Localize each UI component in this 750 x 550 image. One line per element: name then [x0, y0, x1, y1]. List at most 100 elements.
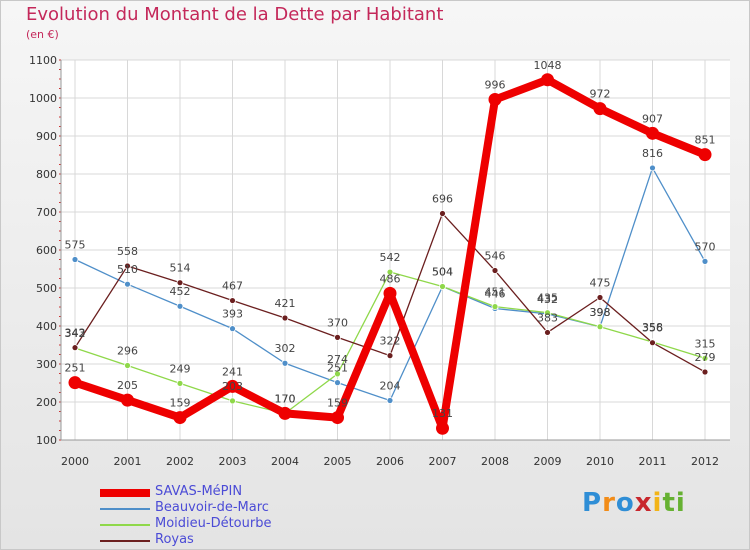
data-label-1: 816 — [642, 147, 663, 160]
data-label-1: 398 — [590, 306, 611, 319]
data-label-2: 170 — [275, 392, 296, 405]
x-tick-label: 2012 — [691, 455, 719, 468]
x-tick-label: 2011 — [639, 455, 667, 468]
logo-letter: t — [662, 488, 676, 518]
data-point-1 — [124, 280, 131, 288]
data-label-3: 467 — [222, 280, 243, 293]
x-tick-label: 2007 — [429, 455, 457, 468]
x-tick-label: 2004 — [271, 455, 299, 468]
data-label-3: 322 — [380, 335, 401, 348]
data-label-0: 205 — [117, 379, 138, 392]
data-point-3 — [649, 339, 656, 347]
y-tick-label: 600 — [36, 244, 57, 257]
data-point-1 — [649, 164, 656, 172]
data-label-2: 542 — [380, 251, 401, 264]
data-label-1: 570 — [695, 240, 716, 253]
data-point-1 — [71, 256, 79, 263]
data-label-3: 696 — [432, 193, 453, 206]
data-label-3: 343 — [65, 327, 86, 340]
y-tick-label: 300 — [36, 358, 57, 371]
data-point-0 — [68, 376, 82, 390]
data-label-3: 558 — [117, 245, 138, 258]
data-point-3 — [71, 344, 79, 352]
y-tick-label: 200 — [36, 396, 57, 409]
data-point-3 — [281, 314, 289, 322]
data-label-1: 446 — [485, 288, 506, 301]
data-label-0: 907 — [642, 112, 663, 125]
data-point-0 — [383, 286, 397, 300]
y-tick-label: 400 — [36, 320, 57, 333]
data-point-2 — [544, 309, 551, 317]
y-tick-label: 1000 — [29, 92, 57, 105]
x-tick-label: 2006 — [376, 455, 404, 468]
legend-swatch-beauvoir — [100, 508, 150, 510]
data-label-3: 546 — [485, 250, 506, 263]
proxiti-logo: Proxiti — [582, 488, 686, 518]
data-point-2 — [334, 370, 341, 378]
chart-subtitle: (en €) — [26, 28, 59, 41]
logo-letter: x — [634, 488, 653, 518]
data-point-3 — [491, 267, 499, 274]
data-point-2 — [439, 283, 446, 290]
data-point-1 — [701, 257, 709, 265]
x-tick-label: 2009 — [534, 455, 562, 468]
y-tick-label: 1100 — [29, 54, 57, 67]
data-label-0: 851 — [695, 134, 716, 147]
data-point-2 — [229, 397, 236, 405]
data-label-2: 315 — [695, 337, 716, 350]
data-point-0 — [278, 406, 292, 420]
data-label-1: 302 — [275, 342, 296, 355]
data-label-3: 356 — [642, 322, 663, 335]
data-point-0 — [121, 393, 134, 407]
data-point-0 — [173, 411, 187, 425]
data-point-2 — [124, 362, 131, 369]
data-label-2: 249 — [170, 362, 191, 375]
data-label-2: 435 — [537, 292, 558, 305]
data-point-1 — [281, 359, 289, 367]
data-label-2: 398 — [590, 306, 611, 319]
data-label-0: 159 — [170, 397, 191, 410]
data-point-0 — [541, 73, 554, 87]
data-point-3 — [439, 210, 446, 217]
data-label-1: 452 — [170, 285, 191, 298]
x-tick-label: 2008 — [481, 455, 509, 468]
x-tick-label: 2010 — [586, 455, 614, 468]
data-point-1 — [176, 302, 184, 310]
data-point-0 — [593, 102, 607, 116]
x-tick-label: 2002 — [166, 455, 194, 468]
x-tick-label: 2001 — [114, 455, 142, 468]
data-label-3: 475 — [590, 277, 611, 290]
legend-label-savas: SAVAS-MéPIN — [155, 484, 243, 499]
logo-letter: i — [675, 488, 686, 518]
y-tick-label: 100 — [36, 434, 57, 447]
data-label-0: 972 — [590, 88, 611, 101]
data-point-3 — [701, 368, 709, 376]
legend-swatch-royas — [100, 540, 150, 542]
legend-label-royas: Royas — [155, 532, 194, 547]
y-tick-label: 900 — [36, 130, 57, 143]
legend-label-moidieu: Moidieu-Détourbe — [155, 516, 272, 531]
data-point-0 — [331, 411, 344, 425]
data-label-1: 510 — [117, 263, 138, 276]
data-label-2: 504 — [432, 265, 453, 278]
data-point-2 — [596, 323, 604, 331]
data-label-0: 251 — [65, 362, 86, 375]
legend-label-beauvoir: Beauvoir-de-Marc — [155, 500, 269, 515]
data-label-2: 451 — [485, 286, 506, 299]
data-label-0: 131 — [432, 407, 453, 420]
data-point-3 — [544, 329, 551, 336]
data-point-0 — [226, 379, 239, 393]
data-label-0: 170 — [275, 392, 296, 405]
data-point-2 — [386, 268, 394, 276]
data-point-3 — [229, 297, 236, 304]
data-point-1 — [229, 325, 236, 333]
data-label-0: 996 — [485, 79, 506, 92]
y-tick-label: 800 — [36, 168, 57, 181]
legend-swatch-savas — [100, 489, 150, 497]
data-point-2 — [176, 379, 184, 387]
x-tick-label: 2003 — [219, 455, 247, 468]
y-tick-label: 700 — [36, 206, 57, 219]
data-label-3: 514 — [170, 262, 191, 275]
data-point-0 — [698, 148, 712, 162]
